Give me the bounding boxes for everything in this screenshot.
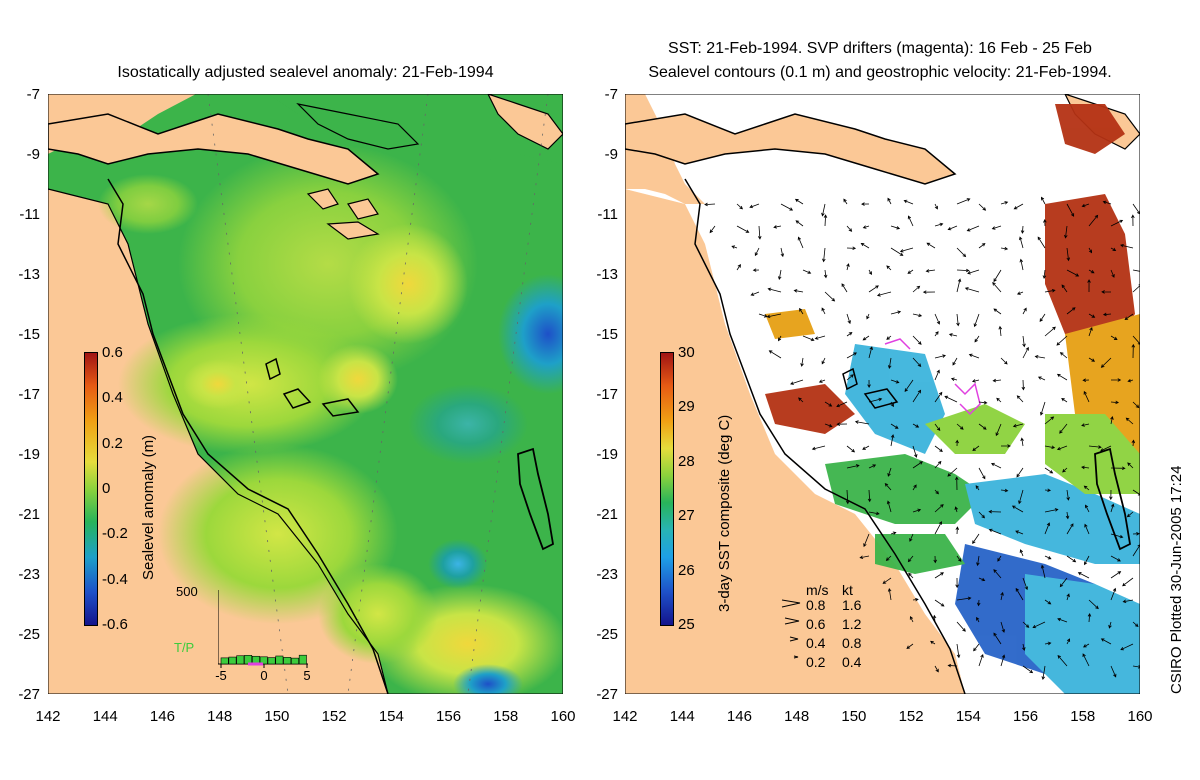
sealevel-colorbar: [84, 352, 98, 626]
x-tick-label: 154: [378, 708, 404, 725]
y-tick-label: -7: [26, 86, 40, 103]
credit-text: CSIRO Plotted 30-Jun-2005 17:24: [1168, 465, 1185, 694]
colorbar-tick-label: 25: [678, 616, 695, 633]
velocity-arrows: [704, 196, 1140, 681]
speed-legend-kt: 0.4: [842, 654, 862, 670]
x-tick-label: 144: [92, 708, 118, 725]
right-panel-title-line1: SST: 21-Feb-1994. SVP drifters (magenta)…: [668, 40, 1092, 57]
histogram-bar: [283, 657, 292, 665]
x-tick-label: 148: [207, 708, 233, 725]
y-tick-label: -21: [18, 506, 40, 523]
x-tick-label: 160: [550, 708, 576, 725]
speed-legend-ms: 0.6: [806, 616, 826, 632]
y-tick-label: -7: [604, 86, 618, 103]
x-tick-label: 146: [149, 708, 175, 725]
histogram-bar: [236, 655, 245, 665]
histogram-bar: [298, 654, 307, 665]
x-tick-label: 142: [612, 708, 638, 725]
y-tick-label: -13: [596, 266, 618, 283]
histogram-bar: [291, 657, 299, 665]
speed-legend-kt: 1.2: [842, 616, 862, 632]
x-tick-label: 142: [35, 708, 61, 725]
speed-legend-kt: 0.8: [842, 635, 862, 651]
sst-composite-map: [625, 94, 1140, 694]
colorbar-tick-label: 27: [678, 507, 695, 525]
colorbar-tick-label: 0.2: [102, 434, 123, 452]
y-tick-label: -9: [26, 146, 40, 163]
y-tick-label: -11: [597, 206, 618, 223]
left-panel-title: Isostatically adjusted sealevel anomaly:…: [117, 64, 494, 81]
colorbar-tick-label: 28: [678, 452, 695, 470]
x-tick-label: 150: [841, 708, 867, 725]
histogram-x-tick: -5: [215, 668, 227, 683]
histogram-x-tick: 5: [303, 668, 311, 683]
histogram: [218, 590, 308, 668]
x-tick-label: 156: [436, 708, 462, 725]
histogram-max-label: 500: [176, 584, 198, 599]
sst-colorbar-label: 3-day SST composite (deg C): [716, 414, 733, 612]
speed-legend-ms: 0.2: [806, 654, 826, 670]
right-panel-title-line2: Sealevel contours (0.1 m) and geostrophi…: [648, 64, 1112, 81]
speed-legend-header-kt: kt: [842, 582, 853, 598]
y-tick-label: -23: [18, 566, 40, 583]
y-tick-label: -19: [596, 446, 618, 463]
y-tick-label: -19: [18, 446, 40, 463]
colorbar-tick-label: 0.6: [102, 344, 123, 361]
y-tick-label: -15: [596, 326, 618, 343]
y-tick-label: -23: [596, 566, 618, 583]
speed-legend-ms: 0.8: [806, 597, 826, 613]
sealevel-anomaly-map: [48, 94, 563, 694]
y-tick-label: -17: [18, 386, 40, 403]
colorbar-tick-label: 26: [678, 561, 695, 579]
x-tick-label: 158: [1070, 708, 1096, 725]
y-tick-label: -27: [18, 686, 40, 703]
colorbar-tick-label: -0.2: [102, 525, 128, 543]
x-tick-label: 146: [726, 708, 752, 725]
colorbar-tick-label: 0.4: [102, 389, 123, 407]
colorbar-tick-label: -0.6: [102, 616, 128, 633]
colorbar-tick-label: 0: [102, 480, 111, 497]
y-tick-label: -21: [596, 506, 618, 523]
y-tick-label: -25: [18, 626, 40, 643]
x-tick-label: 152: [898, 708, 924, 725]
x-tick-label: 158: [493, 708, 519, 725]
sst-colorbar: [660, 352, 674, 626]
histogram-bar: [267, 657, 276, 665]
x-tick-label: 156: [1013, 708, 1039, 725]
y-tick-label: -11: [19, 206, 40, 223]
histogram-tp-label: T/P: [174, 640, 195, 655]
x-tick-label: 150: [264, 708, 290, 725]
speed-legend-arrows: [781, 599, 801, 659]
speed-legend-ms: 0.4: [806, 635, 826, 651]
y-tick-label: -15: [18, 326, 40, 343]
histogram-bar: [220, 657, 229, 665]
histogram-bar: [275, 655, 284, 665]
colorbar-tick-label: -0.4: [102, 570, 128, 588]
x-tick-label: 148: [784, 708, 810, 725]
colorbar-tick-label: 29: [678, 398, 695, 416]
colorbar-tick-label: 30: [678, 344, 695, 361]
histogram-bar: [228, 656, 237, 665]
y-tick-label: -25: [596, 626, 618, 643]
y-tick-label: -27: [596, 686, 618, 703]
speed-legend-header-ms: m/s: [806, 582, 829, 598]
x-tick-label: 154: [955, 708, 981, 725]
histogram-x-tick: 0: [260, 668, 268, 683]
x-tick-label: 160: [1127, 708, 1153, 725]
sealevel-colorbar-label: Sealevel anomaly (m): [140, 434, 157, 580]
y-tick-label: -13: [18, 266, 40, 283]
x-tick-label: 152: [321, 708, 347, 725]
x-tick-label: 144: [669, 708, 695, 725]
y-tick-label: -9: [604, 146, 618, 163]
y-tick-label: -17: [596, 386, 618, 403]
speed-legend-kt: 1.6: [842, 597, 862, 613]
